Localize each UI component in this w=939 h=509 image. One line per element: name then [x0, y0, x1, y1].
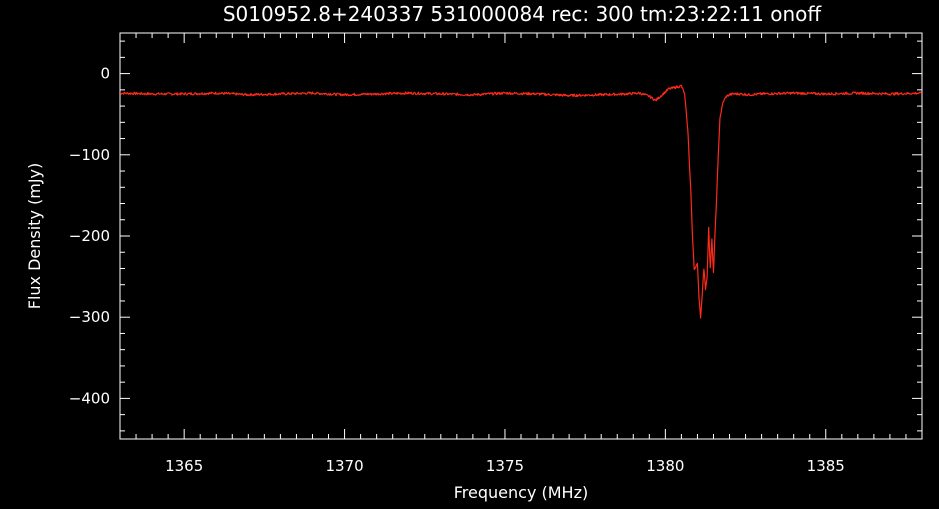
x-tick-label: 1380 [646, 457, 684, 475]
y-tick-label: −300 [69, 308, 110, 326]
flux-series-line [119, 84, 923, 319]
x-tick-label: 1365 [165, 457, 203, 475]
x-tick-label: 1375 [486, 457, 524, 475]
chart-title: S010952.8+240337 531000084 rec: 300 tm:2… [223, 2, 823, 26]
x-tick-label: 1370 [325, 457, 363, 475]
y-tick-label: −100 [69, 146, 110, 164]
y-tick-label: −200 [69, 227, 110, 245]
y-tick-label: −400 [69, 389, 110, 407]
x-tick-label: 1385 [807, 457, 845, 475]
x-tick-labels: 1365 1370 1375 1380 1385 [165, 457, 845, 475]
y-tick-labels: 0 −100 −200 −300 −400 [69, 65, 110, 408]
y-tick-label: 0 [100, 65, 110, 83]
y-axis-label: Flux Density (mJy) [25, 163, 44, 310]
x-axis-label: Frequency (MHz) [454, 483, 588, 502]
axis-ticks [119, 33, 923, 439]
